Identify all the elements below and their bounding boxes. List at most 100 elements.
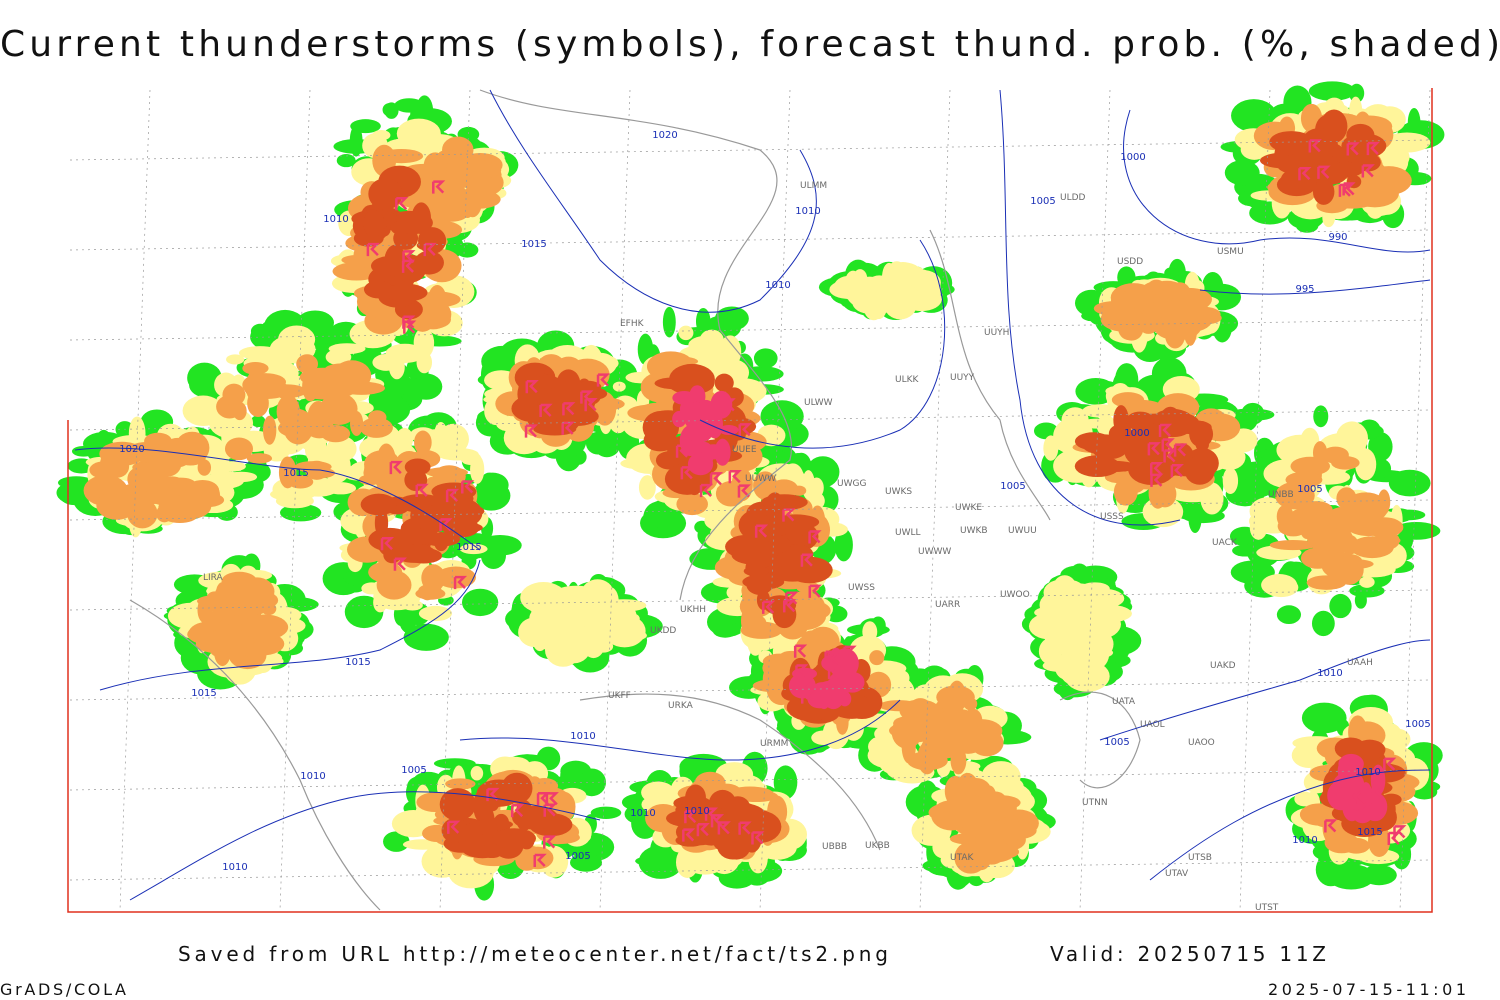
shade-cell (993, 820, 1007, 842)
shade-cell (1373, 531, 1400, 550)
isobar-label: 1000 (1124, 428, 1149, 439)
storm-symbol (728, 470, 742, 484)
storm-symbol (1150, 473, 1164, 487)
shade-cell (197, 459, 212, 476)
coastline (479, 89, 793, 601)
shade-cell (470, 454, 485, 484)
storm-symbol (453, 575, 468, 590)
storm-symbol (684, 810, 698, 824)
station-label: USSS (1100, 512, 1124, 522)
station-label: UTAV (1165, 869, 1189, 879)
shade-cell (1300, 127, 1338, 162)
geography (69, 89, 1431, 911)
storm-symbol (738, 423, 752, 437)
shade-cell (1388, 469, 1431, 497)
shade-cell (439, 788, 476, 821)
coastline (579, 693, 881, 851)
storm-symbol (1170, 463, 1184, 478)
shade-cell (743, 565, 770, 577)
shade-cell (233, 589, 279, 611)
storm-symbol (533, 853, 547, 867)
storm-symbol (709, 472, 724, 486)
shade-cell (485, 789, 501, 812)
station-label: UWOO (1000, 590, 1030, 600)
shade-cell (96, 491, 138, 520)
station-label: URKA (668, 701, 694, 711)
station-label: UKBB (865, 841, 890, 851)
isobar-label: 1015 (521, 239, 546, 250)
isobar (489, 89, 817, 313)
storm-symbol (1163, 449, 1177, 463)
shade-cell (642, 402, 679, 413)
shade-cell (655, 451, 682, 470)
station-label: LIRA (203, 573, 224, 583)
shade-cell (423, 532, 461, 547)
shade-cell (208, 628, 239, 650)
storm-symbol (827, 665, 842, 680)
shade-cell (384, 283, 428, 302)
shade-cell (414, 250, 444, 275)
storm-symbol (1147, 442, 1161, 456)
shade-cell (418, 605, 453, 622)
shade-cell (1294, 791, 1314, 807)
shade-cell (753, 348, 778, 369)
isobar-label: 1010 (570, 731, 595, 742)
storm-symbol (596, 373, 611, 387)
shade-cell (1275, 481, 1315, 510)
isobar (74, 447, 481, 551)
storm-symbol (1308, 139, 1322, 153)
station-label: UUWW (745, 474, 776, 484)
shade-cell (482, 817, 498, 851)
station-label: UKFF (608, 691, 631, 701)
storm-symbol (461, 480, 475, 494)
shade-cell (1184, 455, 1215, 485)
shade-cell (470, 766, 484, 781)
shade-cell (922, 736, 942, 757)
station-label: UWWW (918, 547, 951, 557)
shade-cell (461, 588, 499, 617)
shade-cell (1285, 471, 1323, 488)
storm-symbol (675, 444, 690, 458)
shade-cell (1044, 623, 1082, 652)
storm-symbol (1317, 165, 1331, 179)
station-label: UACK (1212, 538, 1238, 548)
shade-cell (1324, 834, 1353, 849)
shade-cell (363, 209, 385, 238)
shade-cell (533, 422, 577, 436)
storm-symbol (808, 584, 822, 598)
storm-symbol (415, 483, 429, 498)
isobar-label: 1010 (300, 771, 325, 782)
storm-symbol (680, 466, 694, 480)
station-label: ULWW (804, 398, 833, 408)
shade-cell (425, 188, 471, 218)
shade-cell (970, 847, 992, 871)
shade-cell (130, 462, 159, 492)
isobar (99, 559, 481, 691)
shade-cell (1312, 178, 1335, 205)
storm-symbol (783, 599, 797, 613)
storm-symbol (699, 483, 714, 498)
storm-symbol (1361, 164, 1375, 178)
shade-cell (815, 696, 833, 707)
shade-cell (594, 640, 614, 653)
shade-cell (1171, 288, 1212, 311)
storm-symbol (761, 600, 776, 614)
shade-cell (492, 828, 537, 849)
shade-cell (287, 475, 314, 489)
storm-symbol (1298, 166, 1312, 181)
shade-cell (722, 831, 751, 860)
storm-symbol (486, 787, 500, 802)
shade-cell (368, 178, 403, 210)
shade-cell (207, 471, 245, 489)
shade-cell (772, 565, 812, 582)
storm-symbol (800, 690, 815, 704)
shade-cell (1125, 411, 1155, 431)
shade-cell (341, 254, 376, 266)
shade-cell (1379, 145, 1410, 170)
station-label: UTAK (950, 853, 975, 863)
storm-symbol (1371, 785, 1385, 799)
shade-cell (437, 447, 479, 461)
shade-cell (416, 351, 433, 374)
storm-symbol (843, 645, 857, 659)
isobar-label: 1010 (1317, 668, 1342, 679)
